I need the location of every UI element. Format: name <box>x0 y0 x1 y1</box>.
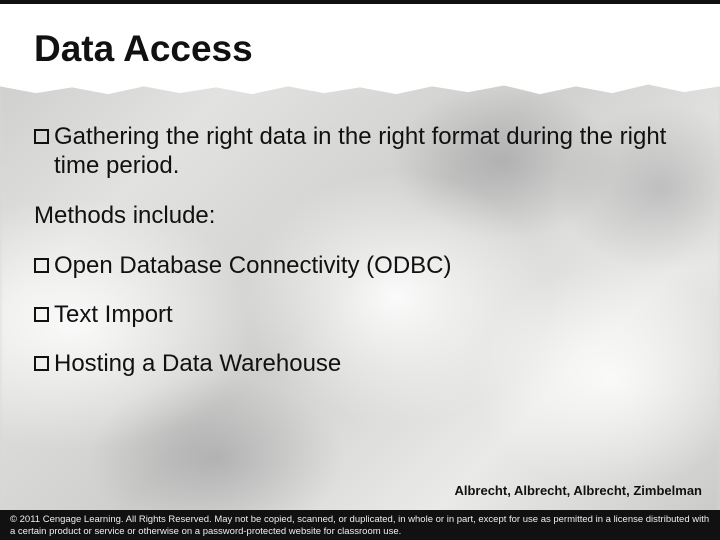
bullet-square-icon <box>34 258 49 273</box>
bullet-square-icon <box>34 129 49 144</box>
bullet-text: Gathering the right data in the right fo… <box>54 122 686 181</box>
authors-line: Albrecht, Albrecht, Albrecht, Zimbelman <box>454 483 702 498</box>
slide-body: Gathering the right data in the right fo… <box>34 122 686 398</box>
plain-text-line: Methods include: <box>34 201 686 231</box>
bullet-item: Open Database Connectivity (ODBC) <box>34 251 686 280</box>
bullet-text: Hosting a Data Warehouse <box>54 349 686 378</box>
bullet-item: Text Import <box>34 300 686 329</box>
bullet-item: Gathering the right data in the right fo… <box>34 122 686 181</box>
bullet-square-icon <box>34 356 49 371</box>
bullet-item: Hosting a Data Warehouse <box>34 349 686 378</box>
bullet-text: Open Database Connectivity (ODBC) <box>54 251 686 280</box>
slide-title: Data Access <box>34 28 253 70</box>
bullet-text: Text Import <box>54 300 686 329</box>
bullet-square-icon <box>34 307 49 322</box>
copyright-footer: © 2011 Cengage Learning. All Rights Rese… <box>0 510 720 540</box>
